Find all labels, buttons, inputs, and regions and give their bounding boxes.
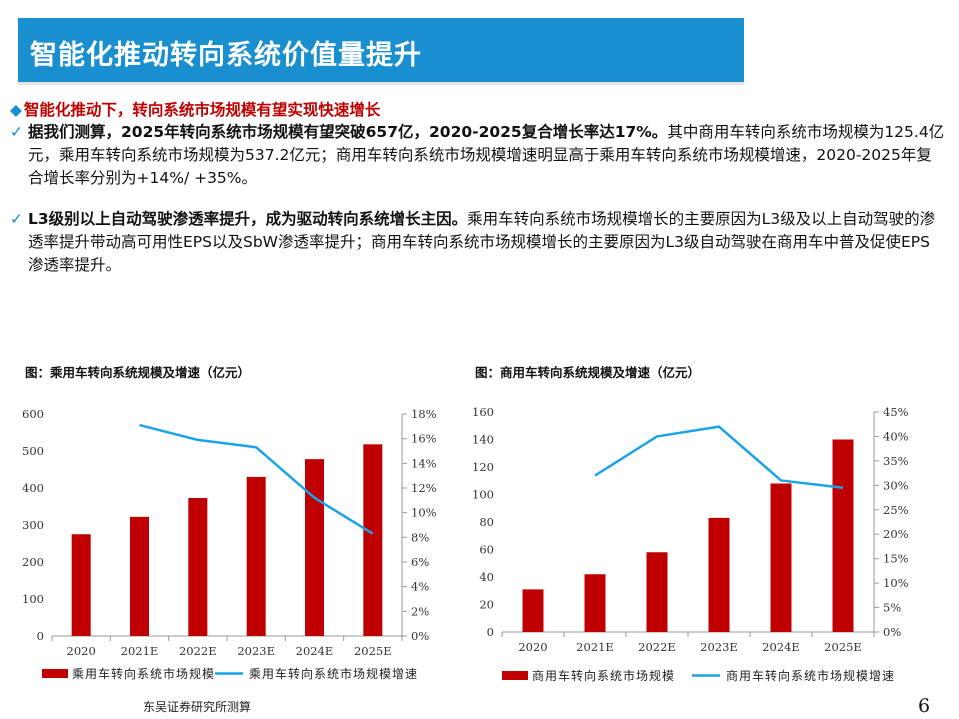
paragraph-1: ✓ 据我们测算，2025年转向系统市场规模有望突破657亿，2020-2025复…	[10, 121, 945, 190]
bar	[522, 589, 544, 632]
y-tick-label: 0	[37, 629, 44, 643]
check-bullet-icon: ✓	[10, 123, 23, 141]
y-tick-label: 500	[22, 444, 44, 458]
legend-bar-swatch	[502, 671, 528, 680]
paragraph-1-text: 其中商用车转向系统市场规模为125.4亿元，乘用车转向系统市场规模为537.2亿…	[28, 123, 945, 187]
bar	[363, 444, 383, 636]
y2-tick-label: 12%	[411, 481, 437, 495]
y2-tick-label: 14%	[411, 456, 437, 470]
bar	[646, 552, 668, 632]
y2-tick-label: 35%	[883, 454, 909, 468]
paragraph-2-bold: L3级别以上自动驾驶渗透率提升，成为驱动转向系统增长主因。	[28, 210, 468, 228]
paragraph-1-bold: 据我们测算，2025年转向系统市场规模有望突破657亿，2020-2025复合增…	[28, 123, 668, 141]
y2-tick-label: 45%	[883, 405, 909, 419]
x-tick-label: 2021E	[576, 640, 614, 654]
y-tick-label: 20	[479, 598, 494, 612]
subhead-text: 智能化推动下，转向系统市场规模有望实现快速增长	[23, 101, 381, 119]
bar	[708, 517, 730, 632]
legend-bar-swatch	[42, 669, 68, 678]
bar	[305, 459, 324, 636]
bar	[71, 534, 91, 636]
page-title: 智能化推动转向系统价值量提升	[30, 40, 422, 71]
title-bar	[18, 18, 744, 82]
y-tick-label: 0	[487, 625, 494, 639]
x-tick-label: 2020	[518, 640, 547, 654]
x-tick-label: 2024E	[296, 644, 334, 658]
bar	[130, 516, 149, 636]
section-subhead: ◆ 智能化推动下，转向系统市场规模有望实现快速增长	[10, 98, 380, 120]
growth-line	[139, 423, 374, 535]
legend-label: 乘用车转向系统市场规模	[72, 666, 215, 681]
y2-tick-label: 10%	[883, 576, 909, 590]
x-tick-label: 2025E	[824, 640, 862, 654]
y2-tick-label: 0%	[883, 625, 901, 639]
bar	[584, 574, 606, 632]
y2-tick-label: 15%	[883, 552, 909, 566]
y2-tick-label: 25%	[883, 503, 909, 517]
y2-tick-label: 5%	[883, 601, 901, 615]
y2-tick-label: 0%	[411, 629, 429, 643]
x-tick-label: 2025E	[354, 644, 392, 658]
y-tick-label: 40	[479, 570, 494, 584]
y-tick-label: 60	[479, 543, 494, 557]
growth-line	[594, 425, 844, 490]
x-tick-label: 2023E	[700, 640, 738, 654]
y-tick-label: 300	[22, 518, 44, 532]
bar	[246, 476, 266, 636]
y2-tick-label: 2%	[411, 604, 429, 618]
y-tick-label: 100	[472, 488, 494, 502]
y2-tick-label: 40%	[883, 429, 909, 443]
bar	[770, 483, 792, 632]
x-tick-label: 2022E	[179, 644, 217, 658]
y-tick-label: 100	[22, 592, 44, 606]
check-bullet-icon: ✓	[10, 210, 23, 228]
x-tick-label: 2024E	[762, 640, 800, 654]
chart-1-title: 图：乘用车转向系统规模及增速（亿元）	[25, 365, 251, 380]
y2-tick-label: 10%	[411, 506, 437, 520]
y-tick-label: 200	[22, 555, 44, 569]
legend-label: 乘用车转向系统市场规模增速	[249, 666, 418, 681]
y2-tick-label: 6%	[411, 555, 429, 569]
x-tick-label: 2023E	[237, 644, 275, 658]
y-tick-label: 600	[22, 407, 44, 421]
y2-tick-label: 16%	[411, 432, 437, 446]
y-tick-label: 140	[472, 433, 494, 447]
legend-label: 商用车转向系统市场规模增速	[726, 668, 895, 683]
y2-tick-label: 18%	[411, 407, 437, 421]
x-tick-label: 2020	[67, 644, 96, 658]
legend-label: 商用车转向系统市场规模	[532, 668, 675, 683]
commercial-vehicle-chart: 0 20 40 60 80 100 120 140 160 0% 5% 10% 15% 20% 25% 30%…	[472, 405, 909, 683]
x-tick-label: 2021E	[121, 644, 159, 658]
y2-tick-label: 4%	[411, 580, 429, 594]
y-tick-label: 160	[472, 405, 494, 419]
y-tick-label: 120	[472, 460, 494, 474]
page-number: 6	[918, 695, 931, 717]
y-tick-label: 400	[22, 481, 44, 495]
source-note: 东吴证券研究所测算	[143, 700, 252, 714]
passenger-car-chart: 0 100 200 300 400 500 600 0% 2% 4% 6% 8% 10% 12% 14% 16…	[22, 407, 437, 681]
y2-tick-label: 8%	[411, 530, 429, 544]
chart-2-title: 图：商用车转向系统规模及增速（亿元）	[475, 365, 701, 380]
title-underline	[18, 82, 744, 85]
paragraph-2-text: 乘用车转向系统市场规模增长的主要原因为L3级及以上自动驾驶的渗透率提升带动高可用…	[28, 210, 936, 274]
y-tick-label: 80	[479, 515, 494, 529]
y2-tick-label: 20%	[883, 527, 909, 541]
diamond-bullet-icon: ◆	[10, 101, 22, 119]
y2-tick-label: 30%	[883, 478, 909, 492]
x-tick-label: 2022E	[638, 640, 676, 654]
bar	[188, 497, 208, 636]
paragraph-2: ✓ L3级别以上自动驾驶渗透率提升，成为驱动转向系统增长主因。乘用车转向系统市场…	[10, 208, 945, 277]
bar	[832, 439, 854, 632]
